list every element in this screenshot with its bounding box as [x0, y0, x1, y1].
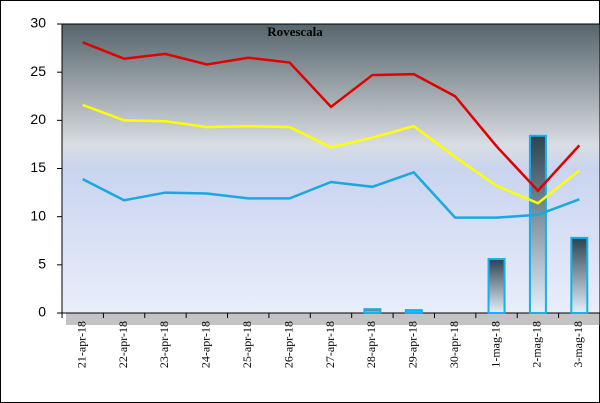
bar: [528, 134, 547, 314]
x-tick-label: 26-apr-18: [281, 321, 295, 368]
x-tick-label: 30-apr-18: [447, 321, 461, 368]
y-tick-label: 10: [30, 207, 46, 223]
bar: [404, 309, 423, 314]
x-tick-label: 27-apr-18: [323, 321, 337, 368]
line: [82, 170, 580, 219]
x-tick-label: 2-mag-18: [530, 321, 544, 368]
y-tick-label: 30: [30, 15, 46, 31]
bar: [487, 258, 506, 315]
plot-area: [61, 23, 600, 314]
x-tick-label: 1-mag-18: [488, 321, 502, 368]
line: [82, 41, 581, 193]
x-tick-label: 28-apr-18: [364, 321, 378, 368]
y-tick-label: 5: [38, 256, 46, 272]
y-tick-label: 0: [38, 304, 46, 320]
x-tick-label: 24-apr-18: [199, 321, 213, 368]
bar: [363, 308, 382, 315]
chart-title: Rovescala: [267, 24, 323, 39]
x-tick-label: 3-mag-18: [571, 321, 585, 368]
y-tick-label: 15: [30, 159, 46, 175]
x-tick-label: 22-apr-18: [116, 321, 130, 368]
x-tick-label: 29-apr-18: [406, 321, 420, 368]
x-tick-label: 25-apr-18: [240, 321, 254, 368]
x-tick-label: 23-apr-18: [157, 321, 171, 368]
y-tick-label: 20: [30, 111, 46, 127]
bar: [570, 236, 589, 314]
y-tick-label: 25: [30, 63, 46, 79]
shadow: [66, 313, 600, 325]
line: [82, 103, 581, 205]
x-tick-label: 21-apr-18: [74, 321, 88, 368]
